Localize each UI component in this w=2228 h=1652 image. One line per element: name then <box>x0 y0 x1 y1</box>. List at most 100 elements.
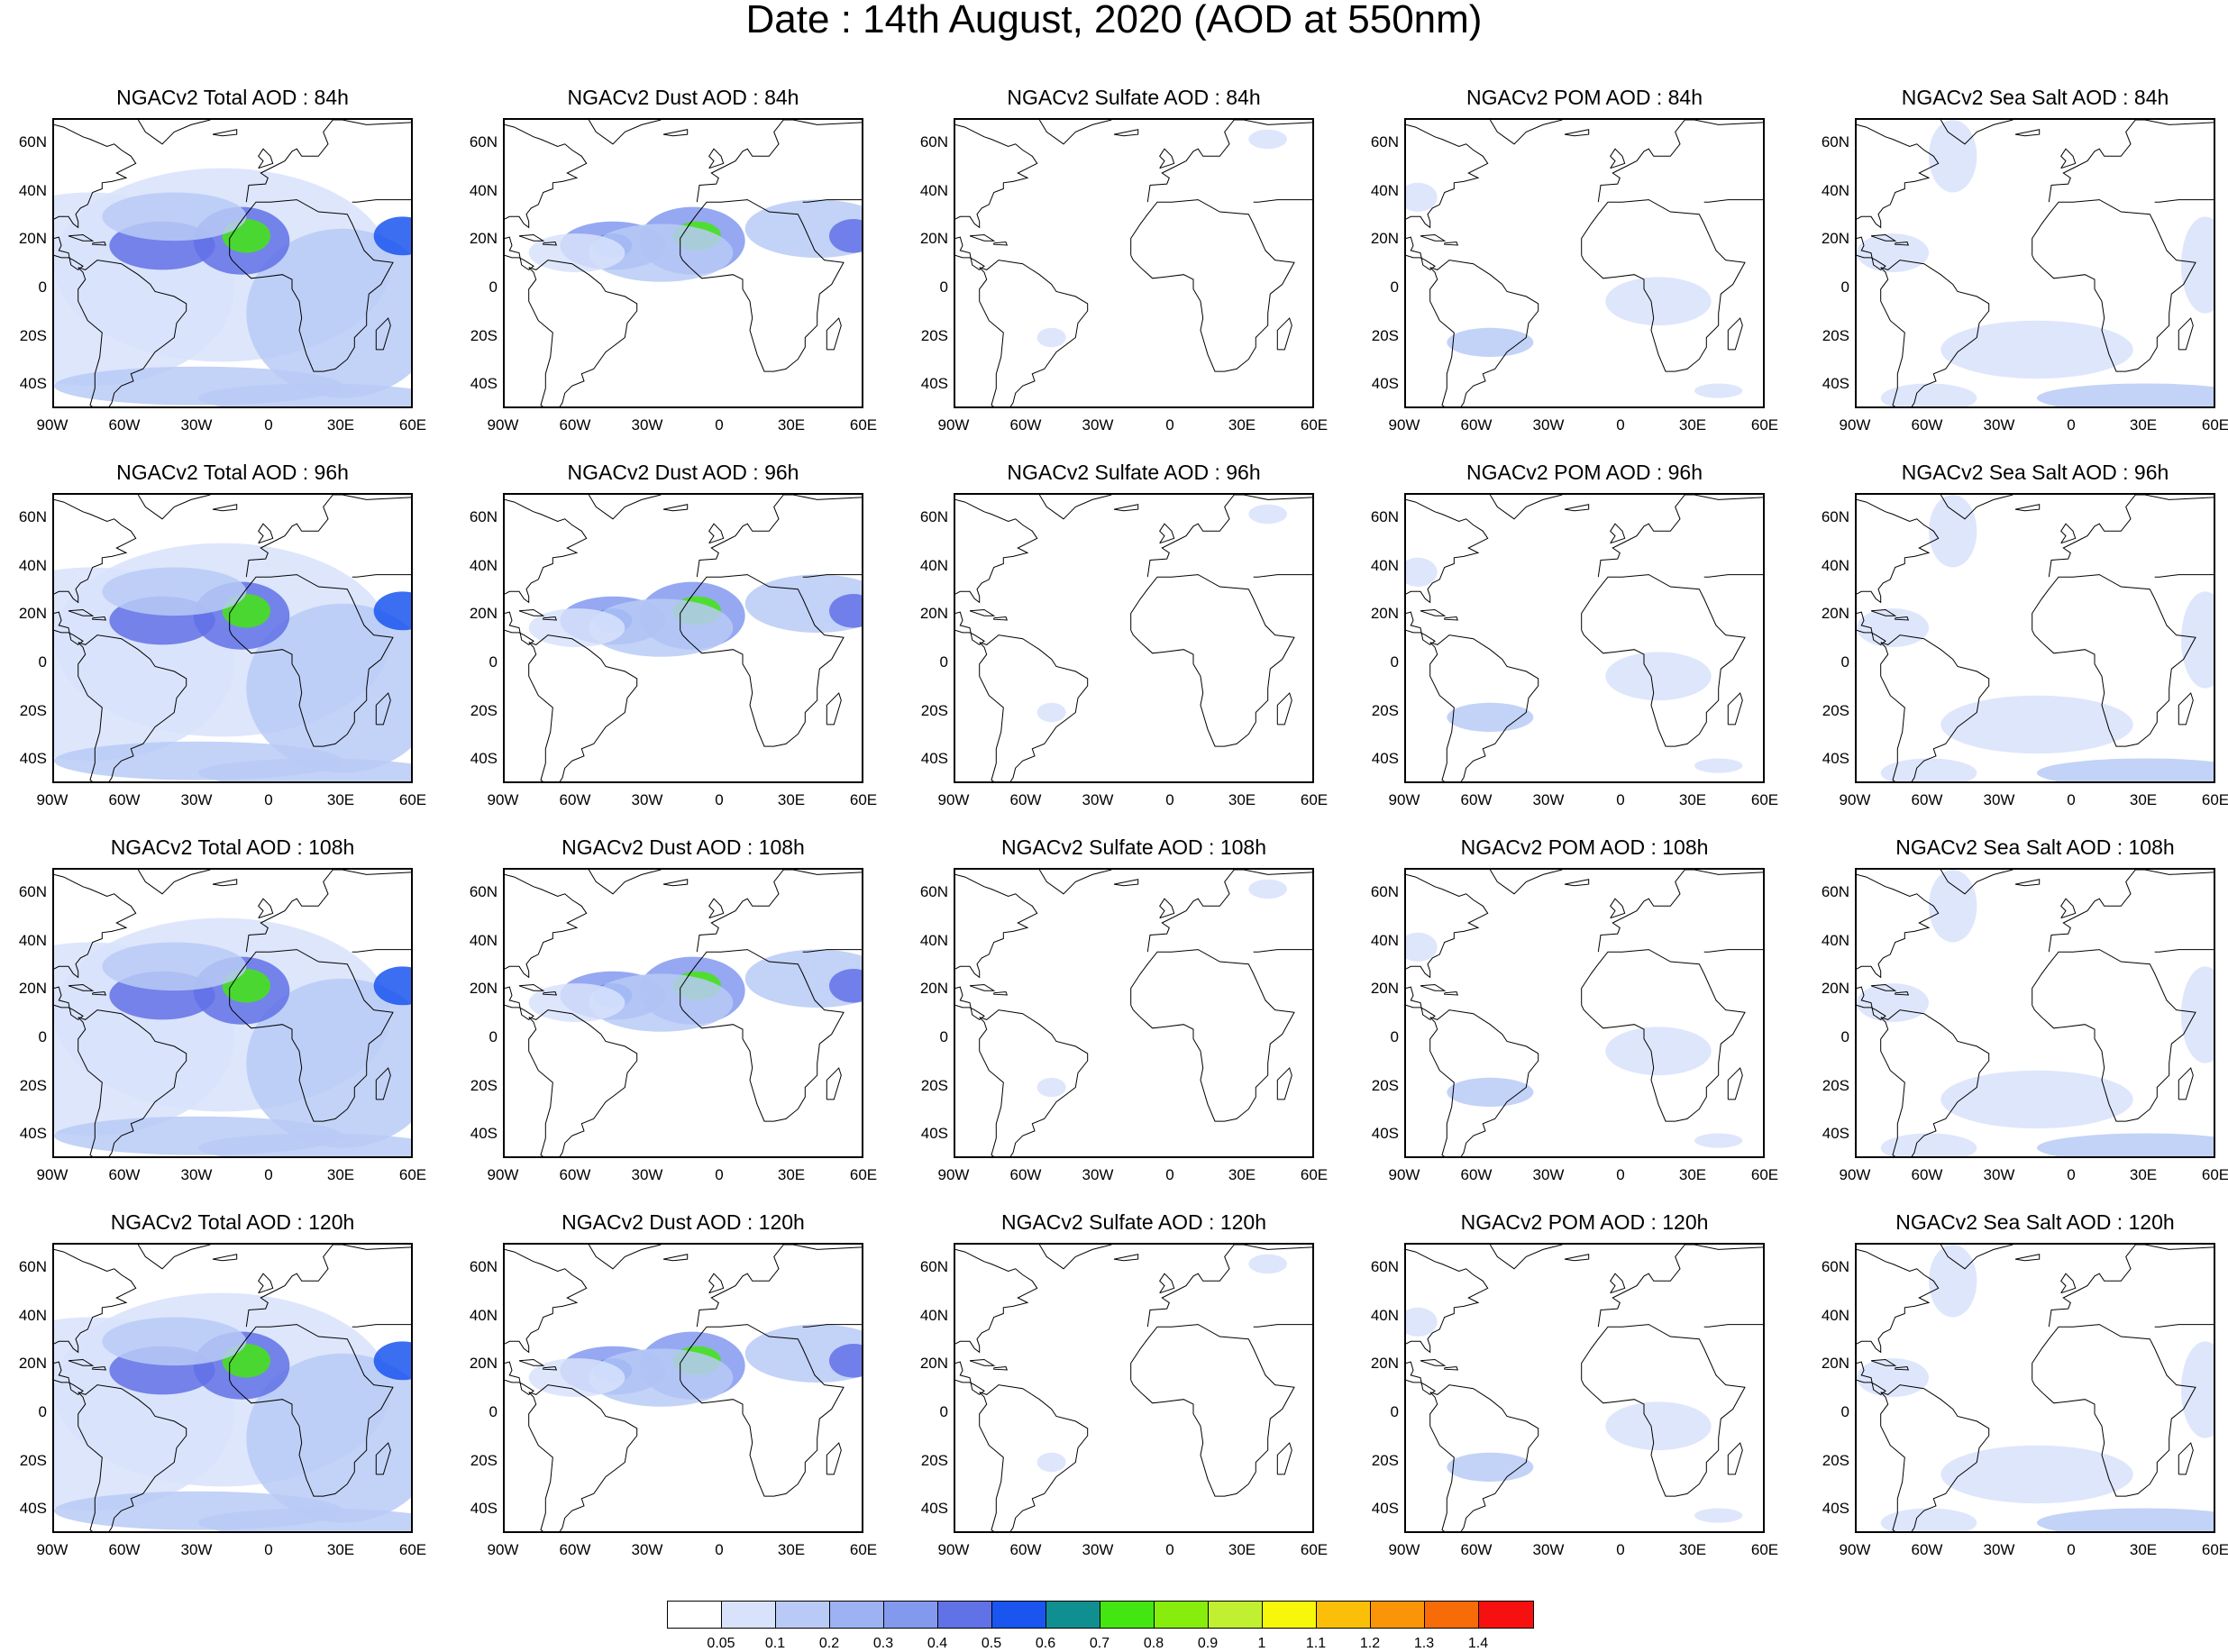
lon-tick-label: 60E <box>1300 416 1329 434</box>
panel-title: NGACv2 Dust AOD : 108h <box>562 835 805 859</box>
lat-tick-label: 20N <box>18 605 47 623</box>
aod-plume <box>1940 1445 2133 1504</box>
lat-tick-label: 40N <box>469 556 498 574</box>
coastline <box>1940 120 2013 145</box>
panel-title: NGACv2 Sea Salt AOD : 120h <box>1895 1210 2175 1234</box>
coastline <box>955 123 1038 229</box>
aod-map <box>955 870 1312 1156</box>
lat-tick-label: 0 <box>38 1402 47 1420</box>
colorbar-label: 0.9 <box>1197 1636 1219 1651</box>
coastline <box>993 616 1009 621</box>
lat-tick-label: 60N <box>469 132 498 151</box>
colorbar-swatch <box>1155 1602 1209 1628</box>
coastline <box>1420 983 1447 991</box>
coastline <box>680 574 845 747</box>
coastline <box>1159 898 1175 919</box>
map-frame <box>503 1243 863 1533</box>
coastline <box>1703 1324 1763 1328</box>
coastline <box>1253 199 1312 203</box>
map-frame <box>1404 493 1765 783</box>
lat-tick-label: 20N <box>1821 1355 1849 1373</box>
map-frame <box>954 868 1314 1158</box>
coastline <box>1444 990 1459 996</box>
lon-tick-label: 60W <box>1460 1166 1493 1183</box>
lon-tick-label: 90W <box>1839 416 1871 434</box>
coastline <box>258 1273 274 1294</box>
coastline <box>1130 574 1295 747</box>
lon-tick-label: 30E <box>777 1166 806 1183</box>
lon-tick-label: 60E <box>849 1166 878 1183</box>
coastline <box>375 692 391 726</box>
aod-plume <box>528 1358 625 1398</box>
lon-tick-label: 60W <box>1009 1541 1042 1558</box>
coastline <box>78 1384 187 1531</box>
lon-tick-label: 30W <box>1983 416 2015 434</box>
coastline <box>979 260 1089 406</box>
coastline <box>1703 574 1763 578</box>
aod-plume <box>1929 120 1977 193</box>
lat-tick-label: 40N <box>1821 181 1849 199</box>
coastline <box>662 1254 689 1262</box>
coastline <box>528 260 638 406</box>
aod-plume <box>1447 1452 1534 1482</box>
coastline <box>2178 317 2194 351</box>
lat-tick-label: 20S <box>470 1451 498 1469</box>
lon-tick-label: 30W <box>1532 791 1565 808</box>
coastline <box>1880 634 1990 781</box>
lon-tick-label: 0 <box>1616 791 1625 808</box>
coastline <box>505 873 588 979</box>
lat-tick-label: 40S <box>19 1125 47 1143</box>
lon-tick-label: 30W <box>1983 791 2015 808</box>
lon-tick-label: 60W <box>559 1166 591 1183</box>
lon-tick-label: 90W <box>1839 791 1871 808</box>
lat-tick-label: 40N <box>1370 931 1399 949</box>
coastline <box>1444 241 1459 246</box>
coastline <box>1870 1358 1897 1366</box>
aod-plume <box>1248 504 1287 525</box>
lat-tick-label: 20N <box>1370 230 1399 248</box>
coastline <box>680 199 845 372</box>
aod-plume <box>528 233 625 273</box>
coastline <box>1146 870 1312 953</box>
coastline <box>2154 949 2214 953</box>
lon-tick-label: 60W <box>559 416 591 434</box>
coastline <box>955 1248 1038 1354</box>
colorbar-swatch <box>884 1602 938 1628</box>
coastline <box>2154 199 2214 203</box>
lon-tick-label: 30E <box>326 791 355 808</box>
aod-plume <box>198 1508 411 1531</box>
aod-plume <box>102 192 247 242</box>
lat-tick-label: 20N <box>919 980 948 998</box>
lon-tick-label: 0 <box>2067 791 2076 808</box>
coastline <box>1727 317 1743 351</box>
lon-tick-label: 0 <box>715 791 724 808</box>
coastline <box>802 199 862 203</box>
aod-plume <box>2037 1508 2214 1531</box>
lon-tick-label: 90W <box>1388 791 1420 808</box>
lon-tick-label: 0 <box>2067 416 2076 434</box>
lon-tick-label: 30E <box>1678 416 1707 434</box>
lat-tick-label: 40S <box>920 1500 948 1518</box>
aod-plume <box>1694 1133 1743 1148</box>
aod-plume <box>589 973 734 1032</box>
lat-tick-label: 0 <box>1390 278 1399 296</box>
lon-tick-label: 30W <box>1082 791 1114 808</box>
lon-tick-label: 30W <box>631 1541 663 1558</box>
coastline <box>54 1361 84 1396</box>
lon-tick-label: 0 <box>264 1541 273 1558</box>
aod-plume <box>373 1341 411 1381</box>
coastline <box>969 608 996 616</box>
coastline <box>78 260 187 406</box>
coastline <box>969 983 996 991</box>
lat-tick-label: 40S <box>920 750 948 768</box>
lat-tick-label: 20S <box>920 1076 948 1094</box>
lon-tick-label: 0 <box>1165 1541 1174 1558</box>
lon-tick-label: 30E <box>326 1166 355 1183</box>
coastline <box>2032 949 2196 1122</box>
lat-tick-label: 0 <box>38 278 47 296</box>
lon-tick-label: 60E <box>1750 791 1779 808</box>
aod-plume <box>2037 758 2214 781</box>
lon-tick-label: 60E <box>2201 1166 2228 1183</box>
coastline <box>68 1358 95 1366</box>
panel-title: NGACv2 Total AOD : 84h <box>116 86 349 109</box>
